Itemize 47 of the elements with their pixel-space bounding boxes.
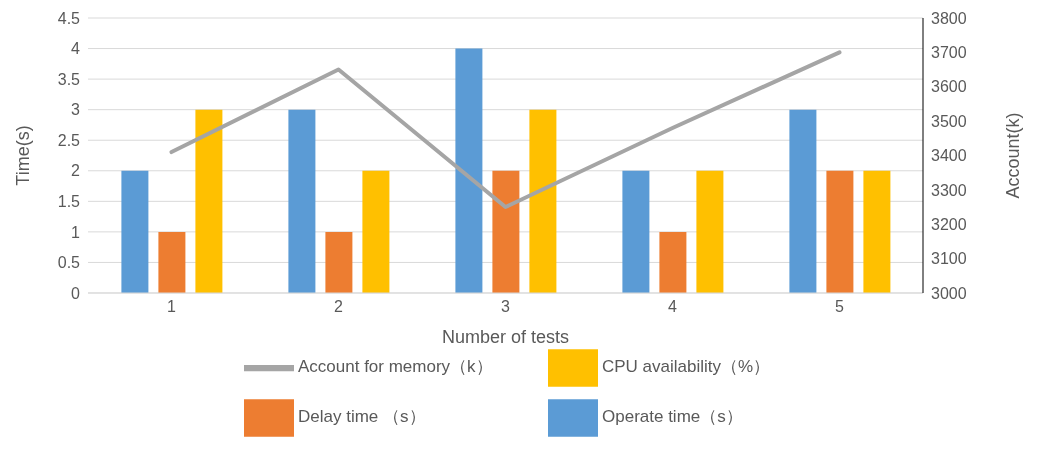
bar: [121, 170, 149, 293]
y2-tick-label: 3100: [931, 250, 967, 268]
x-tick-label: 5: [835, 298, 845, 316]
y-tick-label: 4.5: [57, 9, 81, 27]
y-tick-label: 2.5: [57, 131, 81, 149]
y-tick-label: 1.5: [57, 193, 81, 211]
y-axis-title: Time(s): [13, 125, 34, 186]
y-tick-label: 0.5: [57, 254, 81, 272]
legend-label: Delay time （s）: [298, 406, 427, 429]
y-tick-label: 0: [71, 284, 81, 302]
bar: [659, 231, 687, 293]
x-axis-title: Number of tests: [441, 327, 570, 347]
bar: [362, 170, 390, 293]
y2-axis-title: Account(k): [1003, 112, 1024, 199]
legend-label: Account for memory（k）: [298, 356, 494, 379]
legend-label: CPU availability（%）: [602, 356, 772, 379]
y2-tick-label: 3600: [931, 78, 967, 96]
y-tick-label: 1: [71, 223, 81, 241]
y2-tick-label: 3500: [931, 112, 967, 130]
bar: [789, 109, 817, 293]
y-tick-label: 4: [71, 40, 81, 58]
x-tick-label: 2: [334, 298, 344, 316]
y2-tick-label: 3700: [931, 44, 967, 62]
bar: [195, 109, 223, 293]
bar: [863, 170, 891, 293]
bar: [529, 109, 557, 293]
bar: [158, 231, 186, 293]
y2-tick-label: 3200: [931, 215, 967, 233]
x-tick-label: 3: [501, 298, 511, 316]
bar: [492, 170, 520, 293]
bar: [696, 170, 724, 293]
bar: [622, 170, 650, 293]
line-series: [169, 50, 842, 210]
y2-tick-label: 3800: [931, 9, 967, 27]
y2-tick-label: 3000: [931, 284, 967, 302]
y-tick-label: 3.5: [57, 70, 81, 88]
y2-tick-label: 3300: [931, 181, 967, 199]
x-tick-label: 4: [668, 298, 678, 316]
x-tick-label: 1: [167, 298, 177, 316]
bar: [288, 109, 316, 293]
bar: [325, 231, 353, 293]
y-tick-label: 2: [71, 162, 81, 180]
bar: [826, 170, 854, 293]
legend-label: Operate time（s）: [602, 406, 744, 429]
y-tick-label: 3: [71, 101, 81, 119]
y2-tick-label: 3400: [931, 147, 967, 165]
bar: [455, 48, 483, 293]
